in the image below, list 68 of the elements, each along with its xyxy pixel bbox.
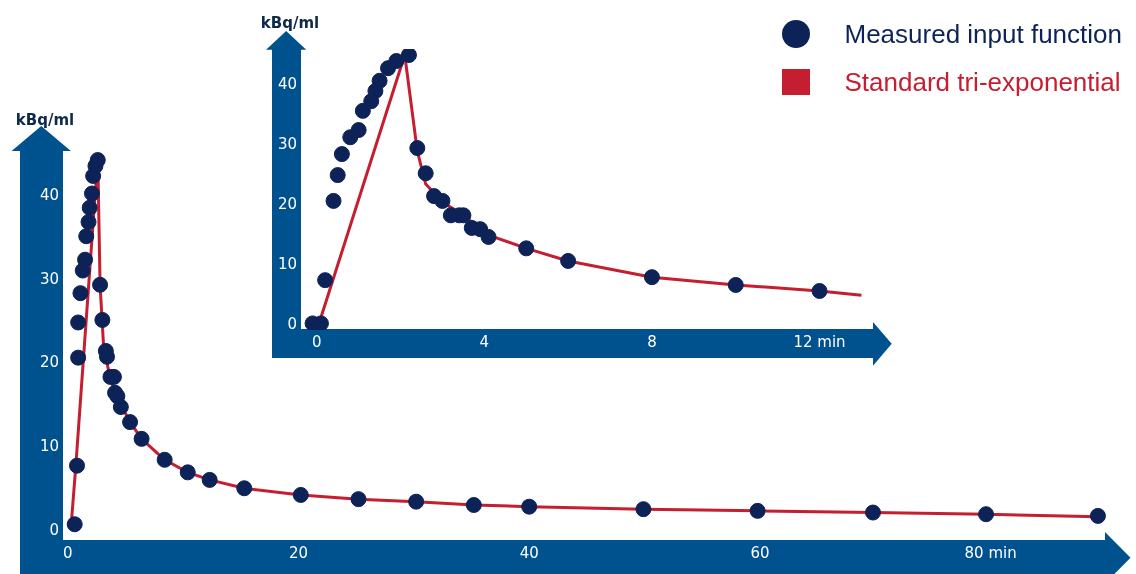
point <box>70 314 87 331</box>
x-tick-label: 4 <box>479 332 490 351</box>
point <box>864 504 881 521</box>
y-axis-title: kBq/ml <box>15 111 75 129</box>
y-tick-label: 40 <box>277 74 297 93</box>
y-tick-label: 40 <box>39 185 59 204</box>
point <box>156 451 173 468</box>
x-tick-label: 40 <box>519 543 539 562</box>
point <box>201 471 218 488</box>
point <box>409 140 426 157</box>
y-tick-label: 30 <box>277 134 297 153</box>
point <box>400 49 417 63</box>
y-tick-label: 20 <box>277 195 297 213</box>
point <box>643 269 660 286</box>
point <box>70 349 87 366</box>
point <box>1089 507 1106 524</box>
point <box>77 251 94 268</box>
x-tick-label: 0 <box>311 332 322 351</box>
x-tick-label: 60 <box>750 543 770 562</box>
y-tick-label: 10 <box>39 437 59 456</box>
y-axis-title: kBq/ml <box>260 14 320 32</box>
point <box>83 185 100 202</box>
point <box>92 276 109 293</box>
y-tick-label: 30 <box>39 269 59 288</box>
point <box>727 276 744 293</box>
point <box>112 399 129 416</box>
point <box>518 240 535 257</box>
point <box>317 272 334 289</box>
point <box>94 311 111 328</box>
point <box>350 122 367 139</box>
x-tick-label: 0 <box>62 543 73 562</box>
legend-label: Standard tri-exponential <box>844 66 1121 98</box>
point <box>72 285 89 302</box>
x-tick-label: 80 min <box>964 543 1017 562</box>
point <box>78 228 95 245</box>
y-tick-label: 0 <box>287 315 297 334</box>
point <box>122 414 139 431</box>
point <box>292 486 309 503</box>
point <box>749 502 766 519</box>
point <box>236 480 253 497</box>
point <box>325 192 342 209</box>
point <box>480 228 497 245</box>
y-tick-label: 20 <box>39 353 59 372</box>
point <box>408 493 425 510</box>
point <box>179 464 196 481</box>
point <box>329 167 346 184</box>
point <box>560 252 577 269</box>
point <box>434 192 451 209</box>
point <box>521 498 538 515</box>
legend-label: Measured input function <box>844 18 1122 50</box>
point <box>635 501 652 518</box>
point <box>66 516 83 533</box>
point <box>811 282 828 299</box>
x-tick-label: 12 min <box>793 332 846 351</box>
point <box>81 199 98 216</box>
y-tick-label: 10 <box>277 255 297 274</box>
point <box>133 430 150 447</box>
point <box>465 497 482 513</box>
y-tick-label: 0 <box>49 520 59 539</box>
point <box>371 72 388 89</box>
point <box>388 53 405 70</box>
point <box>417 165 434 182</box>
x-tick-label: 8 <box>647 332 657 351</box>
point <box>350 491 367 508</box>
point <box>69 457 85 474</box>
point <box>978 506 995 523</box>
point <box>333 146 350 163</box>
point <box>80 214 97 230</box>
